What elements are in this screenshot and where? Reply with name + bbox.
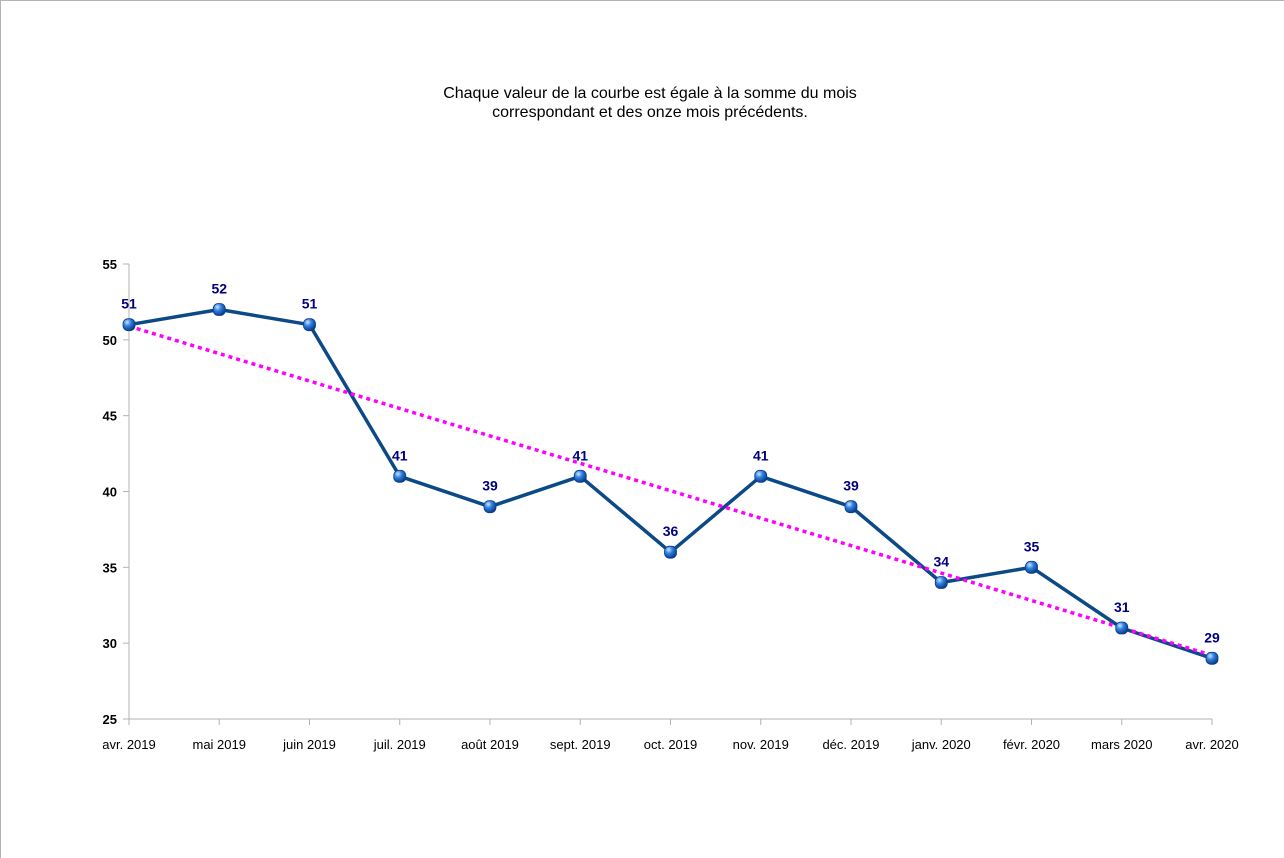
chart-title: Chaque valeur de la courbe est égale à l…	[443, 85, 857, 121]
data-point	[303, 318, 316, 332]
x-tick-label: juin 2019	[282, 737, 336, 752]
data-point	[934, 576, 948, 589]
data-point	[573, 469, 587, 483]
data-point	[212, 303, 226, 316]
y-tick-label: 30	[103, 636, 117, 651]
x-tick-label: janv. 2020	[911, 737, 971, 752]
x-tick-label: août 2019	[461, 737, 519, 752]
data-point	[122, 318, 136, 332]
data-label: 29	[1204, 629, 1220, 645]
x-tick-label: avr. 2019	[102, 737, 156, 752]
data-label: 51	[302, 296, 318, 312]
data-point	[1025, 560, 1038, 574]
y-tick-label: 40	[103, 485, 117, 500]
y-tick-label: 45	[103, 409, 117, 424]
y-tick-label: 25	[103, 712, 117, 727]
data-label: 39	[482, 478, 498, 494]
data-label: 51	[121, 296, 137, 312]
data-label: 52	[211, 281, 227, 297]
data-label: 39	[843, 478, 859, 494]
data-label: 34	[933, 554, 949, 570]
data-label: 31	[1114, 599, 1130, 615]
y-tick-label: 55	[103, 257, 117, 272]
x-tick-label: févr. 2020	[1003, 737, 1060, 752]
data-point	[393, 469, 407, 483]
data-label: 41	[572, 447, 588, 463]
data-label: 35	[1024, 538, 1040, 554]
x-tick-label: avr. 2020	[1185, 737, 1239, 752]
x-tick-label: sept. 2019	[550, 737, 611, 752]
x-tick-label: oct. 2019	[644, 737, 698, 752]
x-tick-label: mai 2019	[193, 737, 246, 752]
x-tick-label: juil. 2019	[373, 737, 426, 752]
data-point	[664, 545, 677, 559]
data-point	[483, 500, 497, 514]
data-point	[1115, 621, 1129, 635]
x-tick-label: mars 2020	[1091, 737, 1152, 752]
y-tick-label: 35	[103, 560, 117, 575]
data-label: 36	[663, 523, 679, 539]
trendline	[128, 324, 1213, 657]
x-tick-label: déc. 2019	[822, 737, 879, 752]
data-point	[844, 500, 858, 514]
y-tick-label: 50	[103, 333, 117, 348]
x-tick-label: nov. 2019	[733, 737, 789, 752]
data-point	[754, 469, 768, 483]
data-point	[1205, 651, 1219, 665]
data-label: 41	[392, 447, 408, 463]
data-label: 41	[753, 447, 769, 463]
